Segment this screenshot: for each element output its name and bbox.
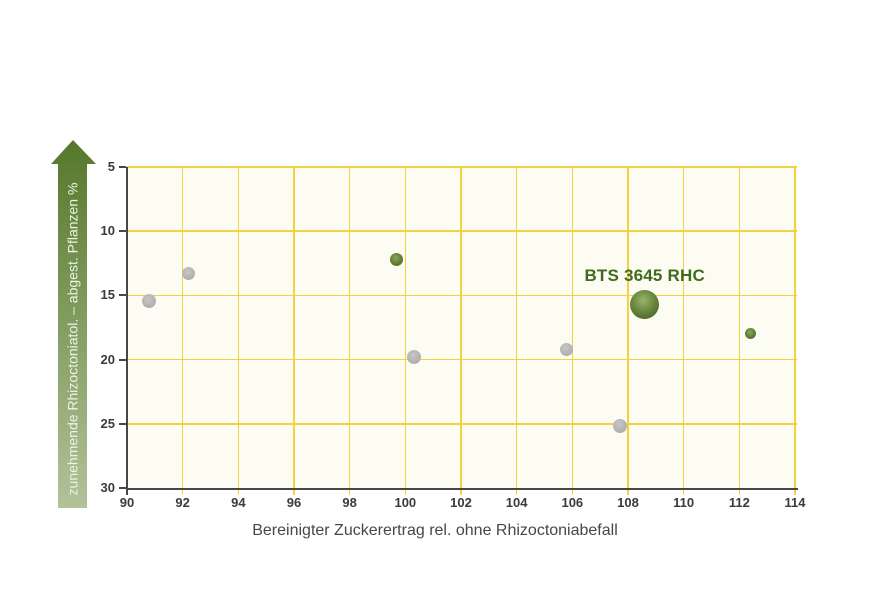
x-axis-line: [126, 488, 798, 490]
data-point: [612, 419, 627, 434]
gridline-vertical: [571, 167, 574, 488]
gridline-horizontal: [127, 294, 797, 297]
y-tick-label: 25: [100, 415, 115, 431]
data-point: [406, 350, 421, 365]
y-axis-arrow: zunehmende Rhizoctoniatol. – abgest. Pfl…: [51, 140, 96, 508]
x-tick-label: 112: [728, 495, 750, 510]
x-axis-title: Bereinigter Zuckerertrag rel. ohne Rhizo…: [252, 522, 618, 539]
y-axis-tick: [119, 166, 126, 168]
y-tick-label: 5: [107, 159, 115, 174]
x-axis-tick: [571, 490, 574, 495]
gridline-horizontal: [127, 358, 797, 361]
x-tick-label: 98: [342, 495, 357, 510]
x-tick-label: 102: [450, 495, 472, 510]
y-tick-label: 30: [100, 480, 115, 495]
gridline-vertical: [348, 167, 351, 488]
gridline-vertical: [293, 167, 295, 488]
gridline-vertical: [627, 167, 629, 488]
x-tick-label: 110: [673, 495, 695, 510]
arrow-shape: [51, 140, 96, 508]
x-axis-tick: [682, 490, 685, 495]
y-axis-tick: [119, 294, 126, 297]
x-tick-label: 104: [505, 495, 528, 510]
gridline-horizontal: [127, 423, 797, 425]
plot-area: [127, 166, 797, 489]
y-tick-label: 20: [100, 351, 115, 367]
x-axis-tick: [126, 490, 128, 495]
y-axis-tick: [119, 422, 126, 425]
gridline-vertical: [738, 167, 741, 488]
x-axis-tick: [293, 490, 295, 495]
gridline-horizontal: [127, 230, 797, 232]
x-axis-tick: [460, 490, 462, 495]
y-axis-tick: [119, 358, 126, 361]
x-axis-tick: [237, 490, 240, 495]
y-axis-label: zunehmende Rhizoctoniatol. – abgest. Pfl…: [65, 183, 81, 496]
highlight-label: BTS 3645 RHC: [584, 265, 705, 285]
x-axis-tick: [348, 490, 351, 495]
x-tick-label: 114: [784, 495, 806, 510]
x-axis-tick: [738, 490, 741, 495]
data-point: [560, 342, 574, 356]
x-tick-label: 108: [617, 495, 639, 510]
x-axis-tick: [627, 490, 629, 495]
data-point: [390, 252, 404, 266]
y-axis-tick: [119, 487, 126, 489]
x-axis-tick: [794, 490, 796, 495]
y-tick-label: 10: [100, 223, 115, 239]
x-tick-label: 90: [119, 495, 135, 510]
gridline-horizontal: [127, 166, 797, 168]
gridline-vertical: [404, 167, 407, 488]
x-tick-label: 106: [561, 495, 584, 510]
gridline-vertical: [237, 167, 240, 488]
x-tick-label: 96: [286, 495, 302, 510]
x-axis-tick: [515, 490, 518, 495]
y-axis-tick: [119, 230, 126, 233]
data-point-highlighted: [630, 289, 660, 319]
x-tick-label: 100: [394, 495, 417, 510]
gridline-vertical: [460, 167, 462, 488]
y-tick-label: 15: [100, 287, 115, 303]
data-point: [744, 328, 756, 340]
y-axis-line: [126, 167, 128, 493]
gridline-vertical: [181, 167, 184, 488]
data-point: [142, 293, 157, 308]
x-tick-label: 94: [231, 495, 246, 510]
x-axis-tick: [181, 490, 184, 495]
data-point: [181, 267, 195, 281]
gridline-vertical: [515, 167, 518, 488]
x-tick-label: 92: [175, 495, 190, 510]
gridline-vertical: [794, 167, 796, 488]
x-axis-tick: [404, 490, 407, 495]
gridline-vertical: [682, 167, 685, 488]
